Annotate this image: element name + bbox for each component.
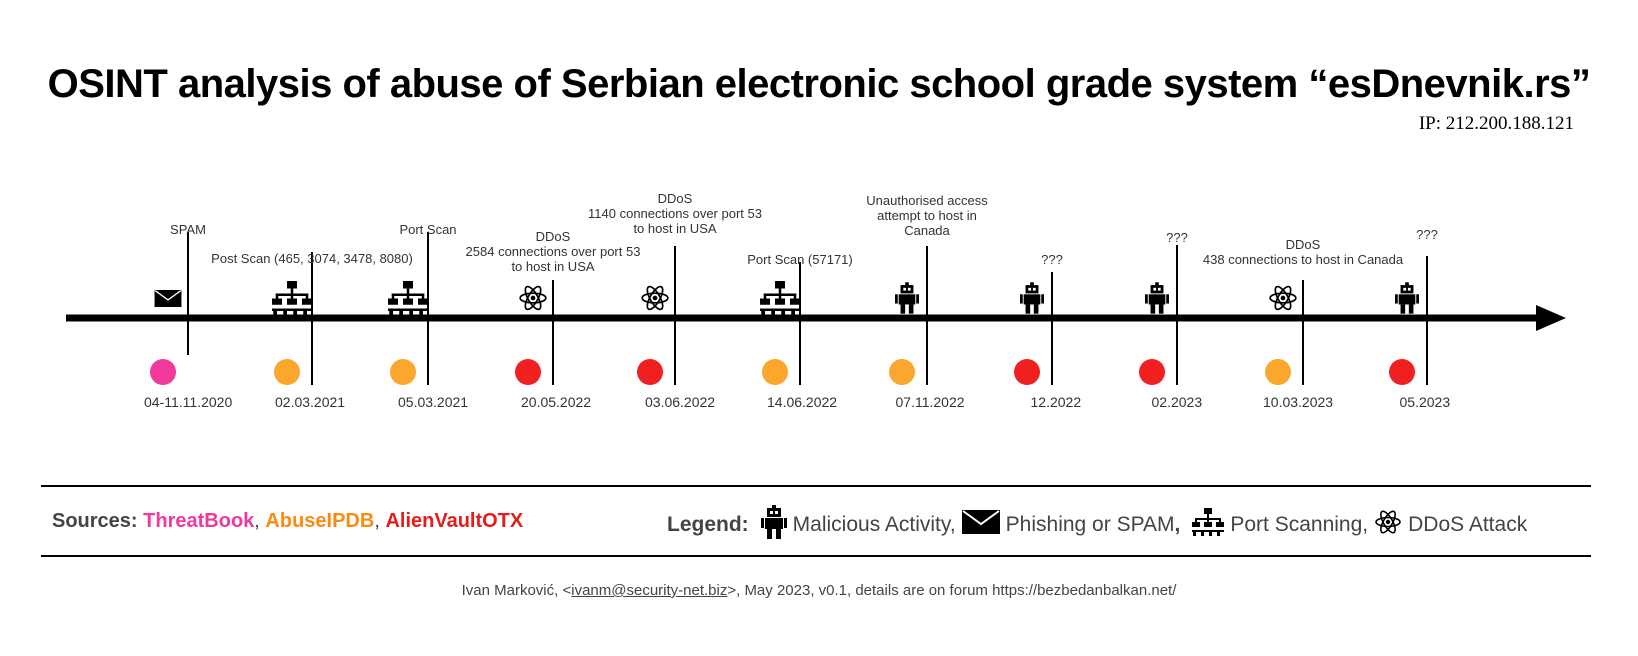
divider-bottom bbox=[41, 555, 1591, 557]
event-date: 04-11.11.2020 bbox=[144, 394, 233, 410]
event-date: 12.2022 bbox=[1030, 394, 1082, 410]
atom-icon bbox=[1268, 283, 1298, 318]
ip-address: IP: 212.200.188.121 bbox=[1418, 113, 1574, 134]
network-icon bbox=[1192, 508, 1225, 542]
page-title: OSINT analysis of abuse of Serbian elect… bbox=[47, 62, 1591, 106]
source-dot bbox=[637, 359, 663, 385]
divider-top bbox=[41, 485, 1591, 487]
envelope-icon bbox=[961, 510, 1000, 540]
atom-icon bbox=[518, 283, 548, 318]
robot-icon bbox=[1145, 282, 1169, 319]
source-dot bbox=[1014, 359, 1040, 385]
legend: Legend: Malicious Activity, Phishing or … bbox=[667, 505, 1527, 545]
legend-phishing-sep: , bbox=[1174, 513, 1181, 536]
robot-icon bbox=[895, 282, 919, 319]
event-label: SPAM bbox=[170, 222, 206, 237]
event-label: DDoS 2584 connections over port 53 to ho… bbox=[465, 229, 641, 274]
legend-phishing: Phishing or SPAM bbox=[1005, 513, 1175, 536]
event-date: 05.2023 bbox=[1399, 394, 1451, 410]
source-alienvault: AlienVaultOTX bbox=[385, 510, 524, 532]
timeline-arrow bbox=[1536, 305, 1566, 331]
source-abuseipdb: AbuseIPDB bbox=[265, 510, 375, 532]
sources-sep: , bbox=[374, 510, 386, 532]
sources-sep: , bbox=[254, 510, 266, 532]
footer-pre: Ivan Marković, < bbox=[461, 582, 572, 599]
event-date: 02.03.2021 bbox=[275, 394, 346, 410]
footer: Ivan Marković, <ivanm@security-net.biz>,… bbox=[0, 582, 1638, 599]
event-date: 05.03.2021 bbox=[398, 394, 469, 410]
event-date: 02.2023 bbox=[1151, 394, 1203, 410]
source-dot bbox=[1139, 359, 1165, 385]
event-date: 03.06.2022 bbox=[645, 394, 716, 410]
robot-icon bbox=[1395, 282, 1419, 319]
legend-malicious: Malicious Activity, bbox=[792, 513, 956, 536]
timeline-axis bbox=[66, 232, 1566, 385]
event-label: DDoS 438 connections to host in Canada bbox=[1202, 237, 1404, 267]
source-dot bbox=[515, 359, 541, 385]
event-label: ??? bbox=[1166, 230, 1188, 245]
legend-title: Legend: bbox=[667, 513, 749, 536]
event-date: 10.03.2023 bbox=[1263, 394, 1334, 410]
sources-line: Sources: ThreatBook, AbuseIPDB, AlienVau… bbox=[52, 510, 523, 533]
source-dot bbox=[1265, 359, 1291, 385]
source-threatbook: ThreatBook bbox=[143, 510, 255, 532]
atom-icon bbox=[1374, 508, 1402, 542]
legend-portscan: Port Scanning, bbox=[1230, 513, 1369, 536]
source-dot bbox=[150, 359, 176, 385]
network-icon bbox=[272, 280, 312, 321]
network-icon bbox=[760, 280, 800, 321]
footer-post: >, May 2023, v0.1, details are on forum … bbox=[727, 582, 1177, 599]
source-dot bbox=[274, 359, 300, 385]
network-icon bbox=[388, 280, 428, 321]
legend-ddos: DDoS Attack bbox=[1408, 513, 1528, 536]
event-date: 20.05.2022 bbox=[521, 394, 592, 410]
atom-icon bbox=[640, 283, 670, 318]
source-dot bbox=[762, 359, 788, 385]
event-date: 07.11.2022 bbox=[895, 394, 965, 410]
event-label: Port Scan (57171) bbox=[747, 252, 853, 267]
event-label: Post Scan (465, 3074, 3478, 8080) bbox=[211, 251, 413, 266]
event-label: ??? bbox=[1416, 227, 1438, 242]
event-date: 14.06.2022 bbox=[767, 394, 838, 410]
source-dot bbox=[1389, 359, 1415, 385]
event-label: Port Scan bbox=[399, 222, 457, 237]
robot-icon bbox=[1020, 282, 1044, 319]
source-dot bbox=[390, 359, 416, 385]
author-email-link[interactable]: ivanm@security-net.biz bbox=[571, 582, 728, 599]
event-label: Unauthorised access attempt to host in C… bbox=[866, 193, 988, 238]
source-dot bbox=[889, 359, 915, 385]
robot-icon bbox=[760, 505, 787, 545]
event-label: DDoS 1140 connections over port 53 to ho… bbox=[588, 191, 762, 236]
envelope-icon bbox=[154, 289, 182, 312]
event-label: ??? bbox=[1041, 252, 1063, 267]
sources-prefix: Sources: bbox=[52, 510, 144, 532]
